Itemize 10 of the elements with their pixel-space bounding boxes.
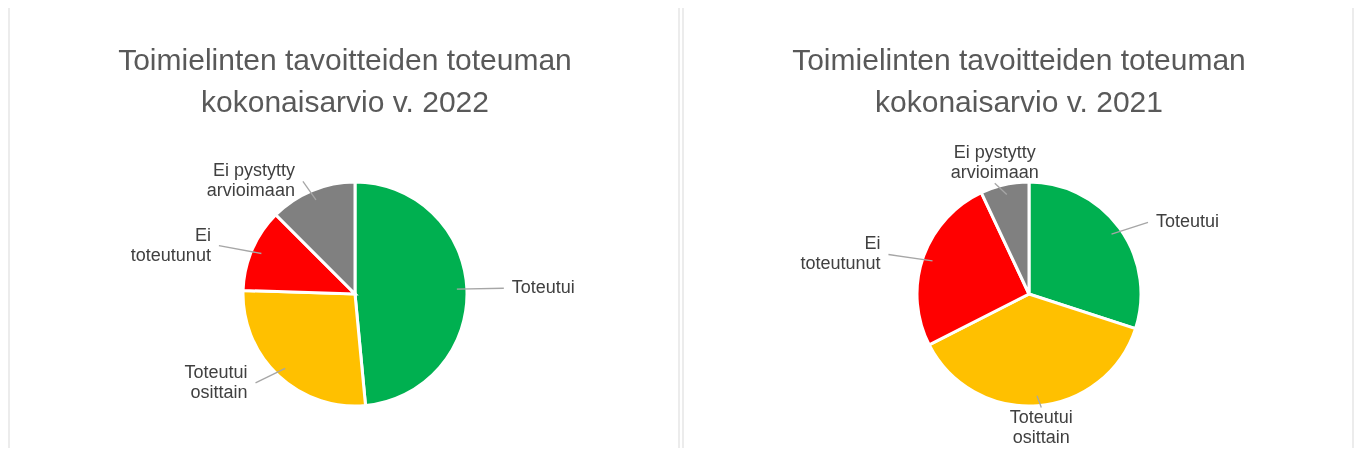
chart-title: Toimielinten tavoitteiden toteuman kokonaisarvio v. 2022: [118, 43, 572, 118]
slice-label: Ei pystytty arvioimaan: [950, 141, 1039, 182]
slice-label: Ei toteutunut: [130, 224, 211, 265]
slice-label: Toteutui: [511, 277, 575, 297]
slice-label: Toteutui osittain: [184, 361, 248, 402]
slice-label: Ei pystytty arvioimaan: [206, 160, 295, 201]
slice-label: Ei toteutunut: [800, 233, 881, 274]
chart-title: Toimielinten tavoitteiden toteuman kokonaisarvio v. 2021: [792, 43, 1246, 118]
slice-label: Toteutui osittain: [1009, 406, 1073, 447]
slice-label: Toteutui: [1156, 211, 1220, 232]
